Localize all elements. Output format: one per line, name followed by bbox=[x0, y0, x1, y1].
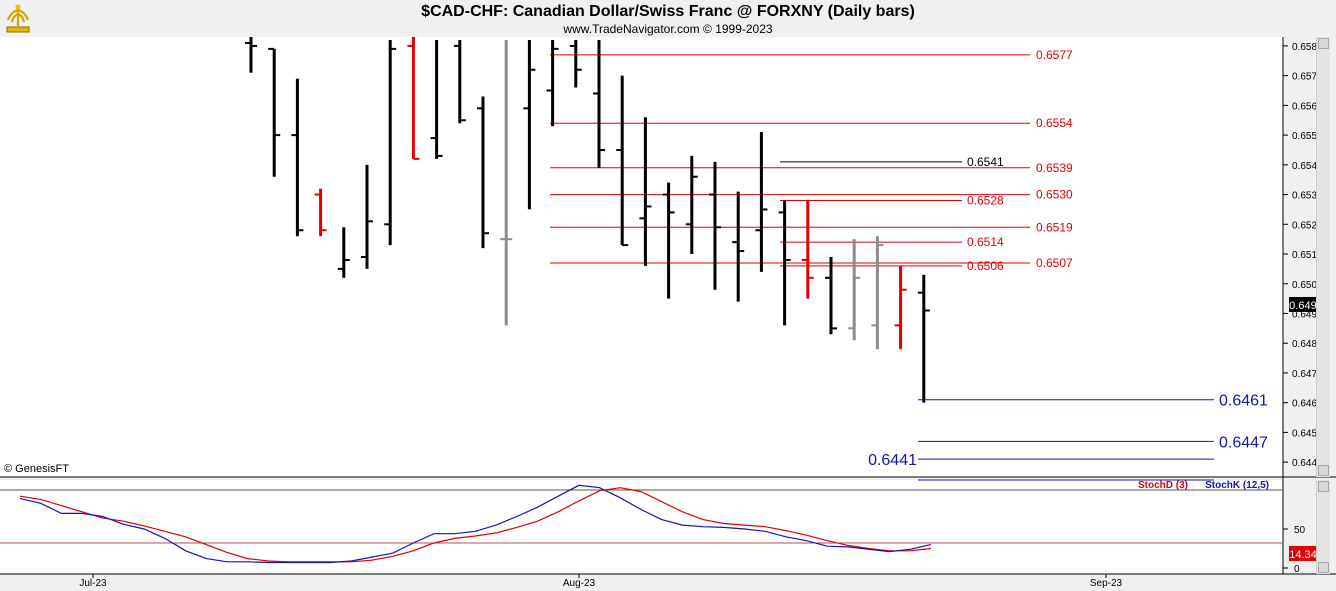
chart-header: $CAD-CHF: Canadian Dollar/Swiss Franc @ … bbox=[0, 0, 1336, 37]
price-tick-label: 0.6500 bbox=[1292, 280, 1323, 291]
price-tick-label: 0.6440 bbox=[1292, 458, 1323, 469]
watermark: © GenesisFT bbox=[4, 463, 69, 475]
last-price-badge bbox=[1289, 297, 1324, 312]
short-retracement-label: 0.6514 bbox=[967, 235, 1004, 249]
stoch-series-line bbox=[19, 487, 931, 563]
stoch-scrollbar[interactable] bbox=[1316, 480, 1330, 574]
legend-stoch-d: StochD (3) bbox=[1138, 480, 1188, 491]
short-retracement-label: 0.6506 bbox=[967, 259, 1004, 273]
retracement-label: 0.6554 bbox=[1036, 116, 1073, 130]
projection-label: 0.6461 bbox=[1219, 393, 1268, 410]
price-tick-label: 0.6510 bbox=[1292, 250, 1323, 261]
stoch-last-badge bbox=[1289, 546, 1317, 561]
price-tick-label: 0.6540 bbox=[1292, 161, 1323, 172]
time-tick-label: Sep-23 bbox=[1090, 578, 1123, 589]
retracement-label: 0.6539 bbox=[1036, 161, 1073, 175]
chart-subtitle: www.TradeNavigator.com © 1999-2023 bbox=[563, 22, 773, 36]
retracement-label: 0.6507 bbox=[1036, 256, 1073, 270]
stoch-tick-label: 50 bbox=[1294, 525, 1306, 536]
scroll-down-button[interactable] bbox=[1318, 465, 1329, 476]
time-tick-label: Jul-23 bbox=[79, 578, 107, 589]
price-tick-label: 0.6490 bbox=[1292, 309, 1323, 320]
projection-label: 0.6441 bbox=[868, 452, 917, 469]
short-retracement-label: 0.6528 bbox=[967, 194, 1004, 208]
price-tick-label: 0.6450 bbox=[1292, 428, 1323, 439]
price-tick-label: 0.6460 bbox=[1292, 399, 1323, 410]
stochastic-pane bbox=[0, 480, 1283, 574]
price-tick-label: 0.6520 bbox=[1292, 220, 1323, 231]
stoch-last-label: 14.34 bbox=[1289, 549, 1317, 561]
price-tick-label: 0.6550 bbox=[1292, 131, 1323, 142]
price-scrollbar[interactable] bbox=[1316, 37, 1330, 477]
price-tick-label: 0.6570 bbox=[1292, 72, 1323, 83]
price-pane bbox=[0, 37, 1283, 477]
retracement-label: 0.6577 bbox=[1036, 48, 1073, 62]
scroll-up-button[interactable] bbox=[1318, 38, 1329, 49]
legend-stoch-k: StochK (12,5) bbox=[1205, 480, 1269, 491]
chart-title: $CAD-CHF: Canadian Dollar/Swiss Franc @ … bbox=[421, 3, 915, 20]
stoch-series-line bbox=[19, 484, 931, 564]
stoch-tick-label: 0 bbox=[1294, 564, 1300, 575]
last-price-label: 0.6491 bbox=[1289, 300, 1323, 312]
price-tick-label: 0.6480 bbox=[1292, 339, 1323, 350]
short-retracement-label: 0.6541 bbox=[967, 155, 1004, 169]
projection-label: 0.6447 bbox=[1219, 434, 1268, 451]
stoch-scroll-down-button[interactable] bbox=[1318, 562, 1329, 573]
price-tick-label: 0.6560 bbox=[1292, 101, 1323, 112]
retracement-label: 0.6519 bbox=[1036, 220, 1073, 234]
price-tick-label: 0.6530 bbox=[1292, 191, 1323, 202]
price-tick-label: 0.6580 bbox=[1292, 42, 1323, 53]
gold-fountain-logo-icon bbox=[6, 4, 30, 33]
retracement-label: 0.6530 bbox=[1036, 188, 1073, 202]
stoch-scroll-up-button[interactable] bbox=[1318, 481, 1329, 492]
time-tick-label: Aug-23 bbox=[563, 578, 596, 589]
price-tick-label: 0.6470 bbox=[1292, 369, 1323, 380]
